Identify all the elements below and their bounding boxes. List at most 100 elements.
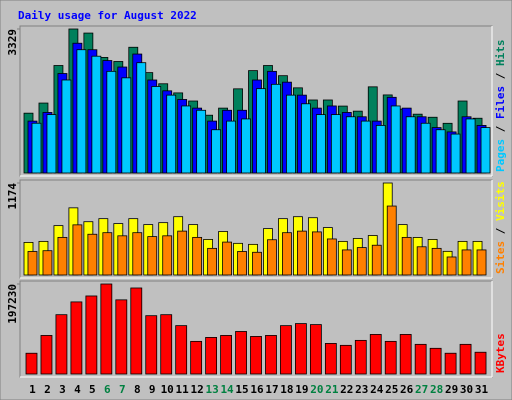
x-tick-label: 6 — [104, 383, 111, 396]
bar — [474, 351, 487, 375]
bar — [330, 114, 341, 174]
x-tick-label: 23 — [355, 383, 368, 396]
x-tick-label: 21 — [325, 383, 339, 396]
bar — [297, 230, 307, 276]
bar — [461, 249, 472, 276]
x-tick-label: 31 — [475, 383, 489, 396]
bar — [115, 299, 128, 375]
bar — [147, 236, 158, 276]
legend: Sites / Visits — [494, 181, 507, 274]
bar — [435, 129, 446, 174]
bar — [326, 238, 337, 276]
bar — [102, 232, 113, 276]
x-tick-label: 16 — [250, 383, 264, 396]
bar — [237, 251, 247, 276]
legend-separator: / — [494, 119, 507, 139]
bar — [40, 335, 53, 375]
bar — [136, 62, 147, 174]
x-tick-label: 27 — [415, 383, 428, 396]
bar — [252, 251, 262, 276]
bar — [226, 120, 236, 174]
bar — [250, 336, 262, 375]
bar — [267, 239, 277, 276]
bar — [162, 235, 173, 276]
bar — [205, 337, 218, 375]
x-tick-label: 8 — [134, 383, 141, 396]
bar — [459, 343, 472, 375]
y-tick-label: 197230 — [6, 284, 19, 324]
x-tick-label: 14 — [220, 383, 234, 396]
bar — [25, 352, 38, 375]
bar — [271, 83, 281, 174]
x-tick-label: 13 — [205, 383, 218, 396]
x-tick-label: 18 — [280, 383, 293, 396]
bar — [181, 105, 192, 174]
y-tick-label: 3329 — [6, 29, 19, 56]
legend-entry: Files — [494, 86, 507, 119]
y-tick-label: 1174 — [6, 183, 19, 210]
bar — [280, 325, 292, 375]
bar — [177, 230, 188, 276]
bar — [315, 114, 326, 174]
bar — [420, 122, 431, 174]
x-tick-label: 3 — [59, 383, 66, 396]
legend: KBytes — [494, 333, 507, 373]
bar — [416, 246, 427, 276]
bar — [211, 129, 222, 174]
x-tick-label: 12 — [191, 383, 204, 396]
bar — [132, 232, 143, 276]
x-tick-label: 20 — [310, 383, 323, 396]
bar — [341, 249, 352, 276]
x-tick-label: 4 — [74, 383, 81, 396]
legend-entry: Hits — [494, 40, 507, 67]
bar — [429, 347, 442, 375]
bar — [450, 133, 461, 174]
bar — [27, 251, 38, 276]
bar — [375, 125, 386, 174]
bar — [175, 325, 188, 375]
bar — [192, 236, 203, 276]
bar — [57, 236, 68, 276]
bar — [369, 334, 382, 375]
bar — [401, 236, 412, 276]
bar — [371, 244, 382, 276]
bar — [345, 116, 356, 174]
bar — [301, 103, 311, 174]
bar — [117, 235, 128, 276]
bar — [282, 232, 292, 276]
bar — [76, 49, 87, 174]
bar — [72, 224, 83, 276]
x-tick-label: 28 — [430, 383, 443, 396]
bar — [384, 340, 397, 375]
bar — [414, 343, 427, 375]
x-tick-label: 30 — [460, 383, 473, 396]
bar — [196, 109, 207, 174]
bar — [100, 283, 113, 375]
bar — [265, 335, 277, 375]
bar — [465, 118, 476, 174]
bar — [295, 323, 307, 375]
x-tick-label: 2 — [44, 383, 51, 396]
x-tick-label: 10 — [161, 383, 174, 396]
bar — [42, 250, 53, 276]
bar — [446, 256, 457, 276]
bar — [220, 335, 232, 375]
bar — [46, 114, 57, 174]
x-tick-label: 11 — [176, 383, 190, 396]
bar — [390, 105, 401, 174]
bar — [444, 352, 457, 375]
bar — [222, 241, 232, 276]
bar — [31, 122, 42, 174]
bar — [130, 287, 143, 375]
x-tick-label: 9 — [149, 383, 156, 396]
bar — [151, 86, 162, 174]
bar — [85, 295, 98, 375]
x-tick-label: 26 — [400, 383, 414, 396]
bar — [87, 233, 98, 276]
x-tick-label: 5 — [89, 383, 96, 396]
bar — [476, 249, 487, 276]
legend-entry: KBytes — [494, 333, 507, 373]
chart-title: Daily usage for August 2022 — [18, 9, 197, 22]
x-tick-label: 22 — [340, 383, 353, 396]
bar — [145, 315, 158, 375]
